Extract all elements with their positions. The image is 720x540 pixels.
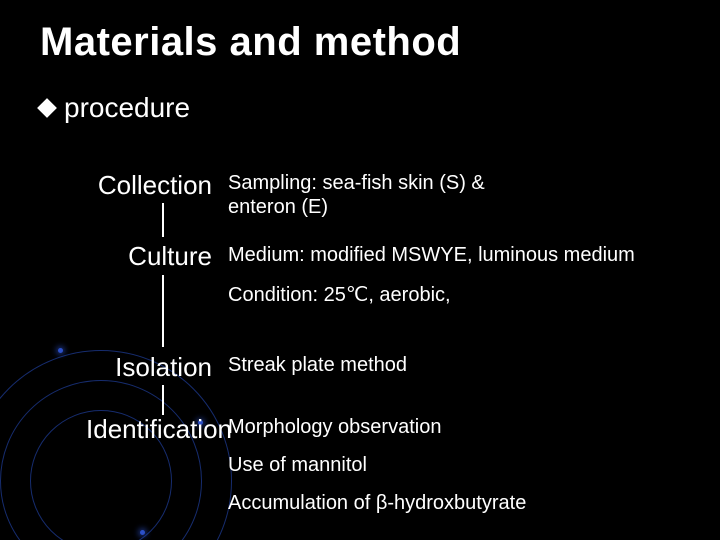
step-collection: Collection (98, 170, 212, 201)
subhead-text: procedure (64, 92, 190, 124)
desc-collection-2: enteron (E) (228, 196, 328, 219)
desc-identification-2: Use of mannitol (228, 454, 367, 477)
connector-line (162, 385, 164, 415)
connector-line (162, 203, 164, 237)
desc-isolation-1: Streak plate method (228, 354, 407, 377)
electron-dot (140, 530, 145, 535)
step-isolation: Isolation (115, 352, 212, 383)
orbit-ring (0, 380, 202, 540)
electron-dot (58, 348, 63, 353)
slide-root: Materials and method procedure Collectio… (0, 0, 720, 540)
step-identification: Identification (86, 414, 232, 445)
desc-identification-3: Accumulation of β-hydroxbutyrate (228, 492, 526, 515)
diamond-bullet-icon (37, 98, 57, 118)
desc-collection-1: Sampling: sea-fish skin (S) & (228, 172, 485, 195)
subhead-row: procedure (40, 92, 190, 124)
step-culture: Culture (128, 241, 212, 272)
desc-culture-1: Medium: modified MSWYE, luminous medium (228, 244, 635, 267)
connector-line (162, 275, 164, 347)
desc-identification-1: Morphology observation (228, 416, 441, 439)
desc-culture-2: Condition: 25℃, aerobic, (228, 282, 451, 307)
slide-title: Materials and method (40, 20, 461, 65)
